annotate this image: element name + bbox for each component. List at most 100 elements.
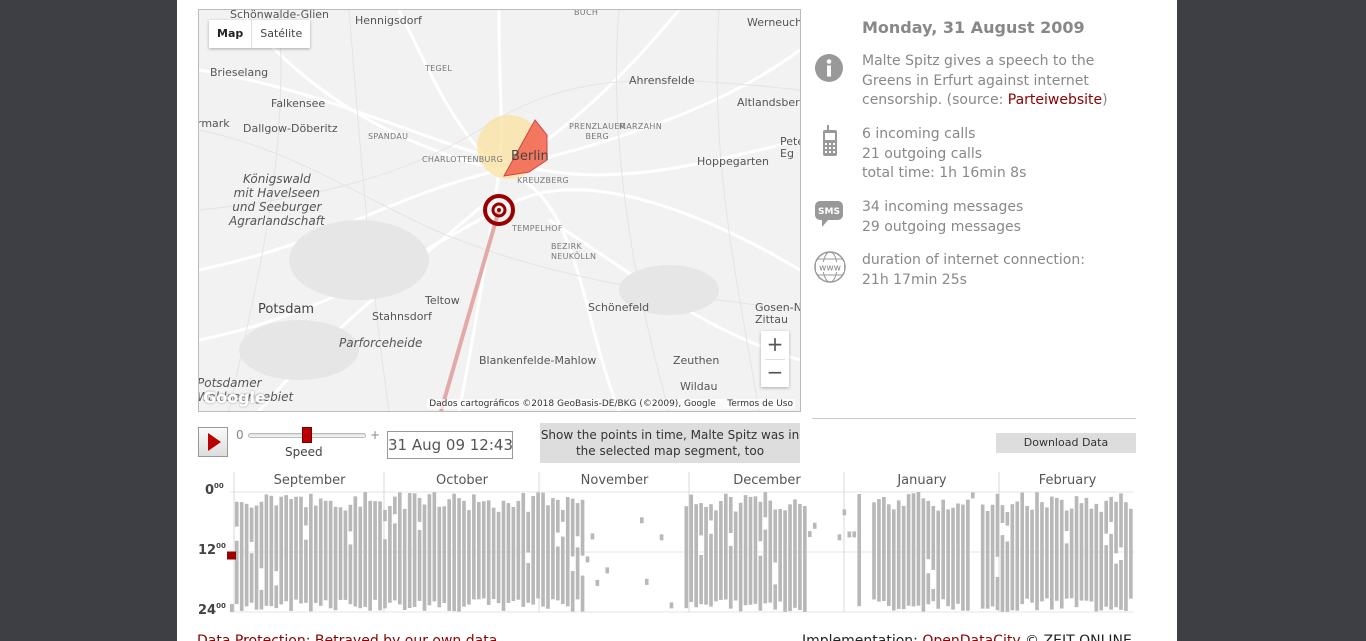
zoom-in-button[interactable]: + — [766, 332, 784, 356]
day-activity-bar[interactable] — [383, 509, 387, 522]
day-activity-bar[interactable] — [585, 556, 590, 563]
day-activity-bar[interactable] — [891, 509, 896, 611]
day-activity-bar[interactable] — [304, 507, 308, 526]
day-activity-bar[interactable] — [684, 506, 689, 609]
day-activity-bar[interactable] — [462, 500, 466, 607]
day-activity-bar[interactable] — [570, 498, 575, 557]
day-activity-bar[interactable] — [1109, 533, 1113, 610]
day-activity-bar[interactable] — [249, 507, 254, 542]
zoom-out-button[interactable]: − — [766, 360, 784, 384]
day-activity-bar[interactable] — [486, 500, 491, 605]
day-activity-bar[interactable] — [481, 501, 486, 599]
day-activity-bar[interactable] — [936, 510, 941, 609]
day-activity-bar[interactable] — [452, 493, 456, 612]
day-activity-bar[interactable] — [1050, 496, 1054, 610]
day-activity-bar[interactable] — [758, 501, 763, 542]
day-activity-bar[interactable] — [946, 509, 950, 607]
day-activity-bar[interactable] — [921, 498, 926, 612]
day-activity-bar[interactable] — [847, 531, 852, 538]
day-activity-bar[interactable] — [318, 498, 323, 606]
day-activity-bar[interactable] — [457, 498, 461, 612]
day-activity-bar[interactable] — [526, 511, 531, 553]
day-activity-bar[interactable] — [560, 536, 565, 605]
day-activity-bar[interactable] — [773, 584, 778, 610]
day-activity-bar[interactable] — [1099, 511, 1104, 611]
day-activity-bar[interactable] — [536, 492, 540, 599]
day-activity-bar[interactable] — [511, 507, 516, 601]
day-activity-bar[interactable] — [788, 504, 792, 612]
day-activity-bar[interactable] — [560, 509, 565, 522]
day-activity-bar[interactable] — [358, 506, 363, 609]
day-activity-bar[interactable] — [882, 497, 886, 601]
day-activity-bar[interactable] — [1005, 541, 1010, 612]
day-activity-bar[interactable] — [417, 497, 422, 522]
day-activity-bar[interactable] — [985, 511, 990, 609]
day-activity-bar[interactable] — [743, 495, 748, 606]
day-activity-bar[interactable] — [249, 553, 254, 603]
day-activity-bar[interactable] — [476, 502, 481, 600]
day-activity-bar[interactable] — [447, 499, 451, 611]
day-activity-bar[interactable] — [778, 509, 782, 602]
day-activity-bar[interactable] — [1035, 492, 1039, 611]
day-activity-bar[interactable] — [842, 509, 847, 516]
day-activity-bar[interactable] — [970, 492, 975, 499]
day-activity-bar[interactable] — [551, 498, 555, 600]
day-activity-bar[interactable] — [887, 504, 891, 606]
day-activity-bar[interactable] — [669, 602, 674, 609]
day-activity-bar[interactable] — [798, 503, 802, 610]
footer-data-protection-link[interactable]: Data Protection: Betrayed by our own dat… — [197, 633, 498, 641]
map-type-satellite[interactable]: Satélite — [260, 27, 303, 40]
day-activity-bar[interactable] — [738, 502, 743, 612]
day-activity-bar[interactable] — [733, 511, 738, 601]
day-activity-bar[interactable] — [807, 531, 812, 538]
day-activity-bar[interactable] — [259, 501, 264, 569]
day-activity-bar[interactable] — [274, 505, 279, 572]
day-activity-bar[interactable] — [541, 492, 545, 607]
day-activity-bar[interactable] — [254, 505, 259, 610]
day-activity-bar[interactable] — [728, 546, 733, 609]
day-activity-bar[interactable] — [348, 544, 353, 605]
day-activity-bar[interactable] — [1124, 502, 1128, 611]
day-activity-bar[interactable] — [1030, 509, 1034, 603]
day-activity-bar[interactable] — [699, 555, 703, 605]
day-activity-bar[interactable] — [709, 504, 713, 521]
day-activity-bar[interactable] — [363, 492, 368, 607]
day-activity-bar[interactable] — [575, 503, 580, 537]
day-activity-bar[interactable] — [516, 500, 521, 600]
day-activity-bar[interactable] — [1000, 505, 1005, 523]
day-activity-bar[interactable] — [1020, 492, 1025, 605]
day-activity-bar[interactable] — [393, 496, 397, 515]
day-activity-bar[interactable] — [906, 494, 911, 606]
day-activity-bar[interactable] — [521, 493, 526, 607]
map[interactable]: Schönwalde-Glien Hennigsdorf BUCH Werneuche… — [198, 9, 801, 412]
speed-slider-handle[interactable] — [302, 427, 312, 443]
day-activity-bar[interactable] — [1089, 508, 1094, 602]
day-activity-bar[interactable] — [348, 504, 353, 532]
day-activity-bar[interactable] — [378, 501, 382, 611]
day-activity-bar[interactable] — [417, 529, 422, 601]
day-activity-bar[interactable] — [659, 534, 664, 541]
day-activity-bar[interactable] — [1114, 501, 1118, 554]
day-activity-bar[interactable] — [990, 504, 995, 607]
day-activity-bar[interactable] — [442, 506, 447, 603]
day-activity-bar[interactable] — [783, 510, 787, 612]
day-activity-bar[interactable] — [689, 494, 694, 602]
day-activity-bar[interactable] — [852, 531, 857, 538]
day-activity-bar[interactable] — [402, 508, 407, 610]
day-activity-bar[interactable] — [1054, 497, 1059, 601]
day-activity-bar[interactable] — [926, 500, 931, 560]
datetime-display[interactable]: 31 Aug 09 12:43 — [387, 431, 513, 459]
day-activity-bar[interactable] — [580, 575, 585, 612]
play-button[interactable] — [198, 427, 228, 457]
day-activity-bar[interactable] — [407, 493, 412, 608]
day-activity-bar[interactable] — [1059, 499, 1064, 609]
day-activity-bar[interactable] — [343, 510, 348, 600]
day-activity-bar[interactable] — [951, 507, 955, 610]
day-activity-bar[interactable] — [753, 496, 758, 604]
day-activity-bar[interactable] — [704, 506, 708, 605]
day-activity-bar[interactable] — [264, 494, 269, 606]
day-activity-bar[interactable] — [1119, 560, 1123, 610]
timeline[interactable]: September October November December Janu… — [177, 465, 1177, 618]
day-activity-bar[interactable] — [590, 533, 595, 540]
day-activity-bar[interactable] — [373, 501, 377, 600]
